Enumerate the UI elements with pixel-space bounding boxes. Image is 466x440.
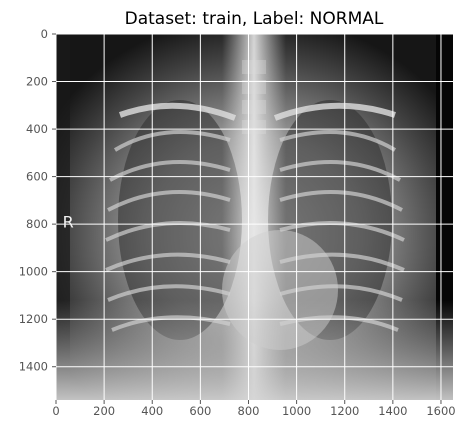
y-tick-label: 400: [26, 122, 48, 136]
y-tick-label: 1400: [19, 360, 48, 374]
x-tick-label: 1200: [330, 404, 359, 418]
x-tick-label: 600: [189, 404, 211, 418]
x-tick-label: 200: [93, 404, 115, 418]
y-tick-label: 1200: [19, 312, 48, 326]
image-marker-r: R: [63, 212, 74, 231]
y-tick-label: 200: [26, 75, 48, 89]
x-tick-label: 0: [52, 404, 59, 418]
x-tick-label: 1400: [378, 404, 407, 418]
x-tick-label: 1000: [282, 404, 311, 418]
x-tick-label: 800: [238, 404, 260, 418]
xray-image: [56, 34, 453, 400]
x-tick-label: 1600: [426, 404, 455, 418]
y-tick-label: 800: [26, 217, 48, 231]
y-tick-label: 0: [41, 27, 48, 41]
x-tick-label: 400: [141, 404, 163, 418]
y-tick-label: 1000: [19, 265, 48, 279]
chart-title: Dataset: train, Label: NORMAL: [125, 9, 384, 29]
y-tick-label: 600: [26, 170, 48, 184]
